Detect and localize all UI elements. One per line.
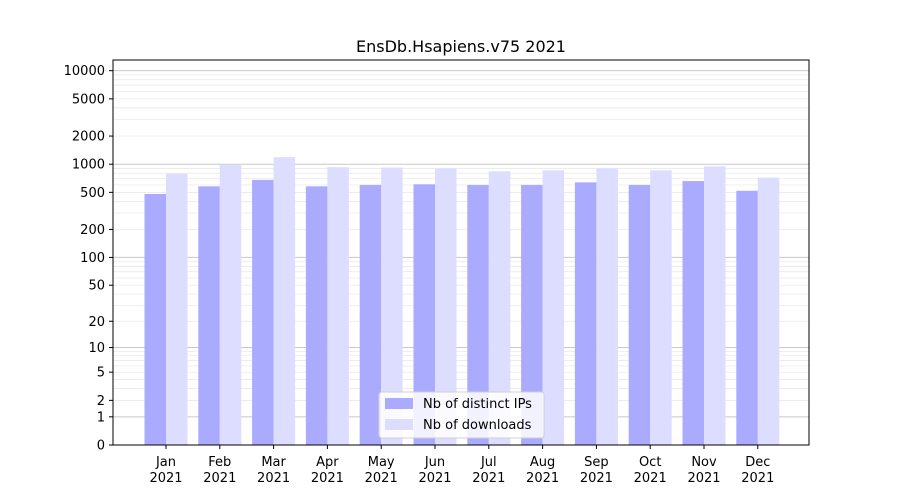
x-tick-year-label: 2021 <box>149 471 182 486</box>
bar-downloads-aug <box>542 170 565 445</box>
bar-downloads-may <box>381 167 403 445</box>
x-tick-label-aug: Aug <box>530 455 555 470</box>
legend-label: Nb of distinct IPs <box>423 397 532 412</box>
axes: 012510205010020050010002000500010000Jan2… <box>64 59 810 486</box>
x-tick-label-nov: Nov <box>691 455 717 470</box>
x-tick-label-jul: Jul <box>480 455 497 470</box>
x-tick-year-label: 2021 <box>634 471 667 486</box>
x-tick-label-sep: Sep <box>584 455 609 470</box>
bar-distinct-ips-feb <box>198 186 220 445</box>
x-tick-year-label: 2021 <box>687 471 720 486</box>
bar-distinct-ips-sep <box>574 182 597 445</box>
bar-distinct-ips-oct <box>628 184 651 446</box>
x-tick-label-jun: Jun <box>424 455 445 470</box>
y-tick-label: 20 <box>88 315 105 330</box>
plot-frame <box>112 59 810 446</box>
bar-distinct-ips-nov <box>682 181 704 445</box>
x-tick-year-label: 2021 <box>257 471 290 486</box>
x-tick-label-may: May <box>368 455 395 470</box>
bar-distinct-ips-aug <box>521 184 543 446</box>
bar-downloads-jul <box>488 171 511 445</box>
legend: Nb of distinct IPs Nb of downloads <box>378 391 545 439</box>
x-tick-year-label: 2021 <box>311 471 344 486</box>
y-tick-label: 200 <box>80 223 105 238</box>
y-tick-label: 100 <box>80 251 105 266</box>
x-tick-label-dec: Dec <box>745 455 770 470</box>
y-tick-label: 1000 <box>72 158 105 173</box>
x-tick-label-feb: Feb <box>208 455 231 470</box>
x-tick-label-mar: Mar <box>261 455 286 470</box>
y-tick-label: 10 <box>88 341 105 356</box>
bar-downloads-dec <box>757 177 780 445</box>
bar-downloads-jan <box>166 173 188 445</box>
bar-downloads-mar <box>273 157 296 445</box>
x-tick-year-label: 2021 <box>580 471 613 486</box>
x-tick-year-label: 2021 <box>418 471 451 486</box>
bar-downloads-feb <box>219 165 242 445</box>
chart-title: EnsDb.Hsapiens.v75 2021 <box>356 37 566 56</box>
y-tick-label: 0 <box>97 439 105 454</box>
x-tick-label-jan: Jan <box>155 455 176 470</box>
legend-box <box>378 391 545 439</box>
y-tick-label: 500 <box>80 186 105 201</box>
bar-distinct-ips-may <box>359 184 382 446</box>
y-tick-label: 2000 <box>72 130 105 145</box>
y-tick-label: 50 <box>88 279 105 294</box>
bar-downloads-jun <box>435 168 457 445</box>
bar-distinct-ips-jun <box>413 184 435 445</box>
y-tick-label: 1 <box>97 410 105 425</box>
x-tick-label-oct: Oct <box>639 455 661 470</box>
y-tick-label: 2 <box>97 394 105 409</box>
x-tick-year-label: 2021 <box>365 471 398 486</box>
x-tick-year-label: 2021 <box>526 471 559 486</box>
x-tick-year-label: 2021 <box>203 471 236 486</box>
legend-label: Nb of downloads <box>423 418 532 433</box>
x-tick-label-apr: Apr <box>316 455 339 470</box>
legend-swatch <box>385 398 413 409</box>
y-tick-label: 5000 <box>72 92 105 107</box>
x-tick-year-label: 2021 <box>472 471 505 486</box>
y-tick-label: 5 <box>97 366 105 381</box>
bar-distinct-ips-dec <box>736 190 758 445</box>
bar-downloads-sep <box>596 168 618 445</box>
y-tick-label: 10000 <box>64 64 105 79</box>
legend-swatch <box>385 419 413 430</box>
bar-downloads-oct <box>650 170 672 445</box>
x-tick-year-label: 2021 <box>741 471 774 486</box>
bar-distinct-ips-jan <box>144 193 166 445</box>
bar-distinct-ips-apr <box>305 186 328 445</box>
bar-distinct-ips-jul <box>467 184 489 446</box>
bar-downloads-nov <box>704 166 726 445</box>
bar-downloads-apr <box>327 167 349 445</box>
bars <box>144 157 780 446</box>
bar-distinct-ips-mar <box>252 179 274 445</box>
